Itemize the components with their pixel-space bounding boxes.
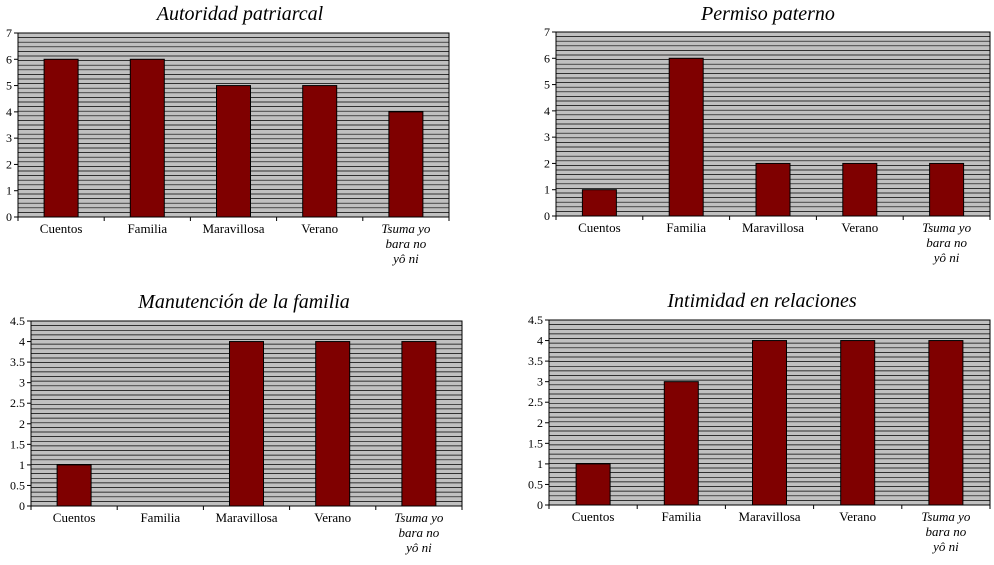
x-category-label: Verano [314, 510, 351, 525]
y-tick-label: 2 [537, 416, 543, 430]
bar-2 [668, 57, 704, 217]
y-tick-label: 0.5 [528, 477, 543, 491]
bar-1 [575, 463, 611, 506]
y-tick-label: 4 [19, 335, 25, 349]
y-tick-label: 4.5 [10, 314, 25, 328]
y-tick-label: 2 [544, 156, 550, 170]
y-tick-label: 4 [6, 105, 12, 119]
y-tick-label: 3.5 [10, 355, 25, 369]
y-tick-label: 0 [537, 498, 543, 512]
chart-title: Intimidad en relaciones [666, 290, 856, 312]
bar-3 [752, 340, 787, 506]
y-tick-label: 3.5 [528, 354, 543, 368]
y-tick-label: 1.5 [10, 437, 25, 451]
x-category-label: Maravillosa [202, 221, 264, 236]
y-tick-label: 6 [6, 52, 12, 66]
y-tick-label: 0 [19, 499, 25, 513]
x-category-label: Cuentos [578, 220, 621, 235]
chart-title: Manutención de la familia [137, 291, 350, 313]
bar-4 [302, 85, 338, 218]
y-tick-label: 6 [544, 51, 550, 65]
y-tick-label: 4 [537, 334, 543, 348]
y-tick-label: 1 [544, 183, 550, 197]
x-category-label: Maravillosa [742, 220, 804, 235]
x-category-label: Familia [140, 510, 180, 525]
chart-panel-4: Intimidad en relaciones 0 0.5 1 1.5 2 2.5 3 3.5 4… [528, 290, 991, 554]
y-tick-label: 5 [544, 78, 550, 92]
y-tick-label: 4.5 [528, 313, 543, 327]
bar-3 [229, 341, 264, 507]
x-category-label: Familia [127, 221, 167, 236]
bar-4 [842, 162, 878, 217]
x-category-label: Familia [666, 220, 706, 235]
y-tick-label: 7 [6, 26, 12, 40]
bar-1 [43, 58, 79, 218]
y-tick-label: 5 [6, 79, 12, 93]
y-tick-label: 3 [19, 376, 25, 390]
chart-title: Autoridad patriarcal [155, 3, 324, 25]
x-category-label: Verano [301, 221, 338, 236]
bar-2 [663, 381, 699, 506]
bar-3 [216, 85, 251, 218]
y-tick-label: 7 [544, 25, 550, 39]
x-category-label: Cuentos [53, 510, 96, 525]
chart-panel-2: Permiso paterno 0 1 2 3 4 5 6 7 Cuentos Familia Mar… [544, 3, 991, 265]
bar-1 [581, 189, 617, 217]
x-category-label: Cuentos [572, 509, 615, 524]
chart-panel-1: Autoridad patriarcal 0 1 2 3 4 5 6 7 Cuentos Famil… [6, 3, 450, 266]
chart-panel-3: Manutención de la familia 0 0.5 1 1.5 2 2.5 3 3.… [10, 291, 463, 555]
bar-1 [56, 464, 92, 507]
y-tick-label: 0.5 [10, 478, 25, 492]
x-category-label: Tsuma yo bara no yô ni [394, 510, 444, 555]
x-category-label: Verano [841, 220, 878, 235]
x-category-label: Tsuma yo bara no yô ni [381, 221, 431, 266]
bar-4 [840, 340, 876, 506]
y-tick-label: 2 [19, 417, 25, 431]
y-tick-label: 2.5 [10, 396, 25, 410]
y-tick-label: 0 [6, 210, 12, 224]
y-tick-label: 2 [6, 157, 12, 171]
x-category-label: Maravillosa [215, 510, 277, 525]
y-tick-label: 1 [6, 184, 12, 198]
y-tick-label: 1 [537, 457, 543, 471]
x-category-label: Familia [661, 509, 701, 524]
bar-4 [315, 341, 351, 507]
y-tick-label: 1.5 [528, 436, 543, 450]
bar-5 [928, 340, 964, 506]
y-tick-label: 2.5 [528, 395, 543, 409]
y-tick-label: 3 [537, 375, 543, 389]
y-tick-label: 4 [544, 104, 550, 118]
bar-5 [388, 111, 424, 218]
y-tick-label: 3 [6, 131, 12, 145]
x-category-label: Tsuma yo bara no yô ni [921, 509, 971, 554]
x-category-label: Maravillosa [738, 509, 800, 524]
y-tick-label: 3 [544, 130, 550, 144]
bar-2 [129, 58, 165, 218]
bar-5 [401, 341, 437, 507]
x-category-label: Verano [839, 509, 876, 524]
chart-title: Permiso paterno [700, 3, 835, 25]
bar-5 [929, 162, 965, 217]
x-category-label: Cuentos [40, 221, 83, 236]
x-category-label: Tsuma yo bara no yô ni [922, 220, 972, 265]
y-tick-label: 0 [544, 209, 550, 223]
y-tick-label: 1 [19, 458, 25, 472]
bar-3 [755, 162, 791, 217]
